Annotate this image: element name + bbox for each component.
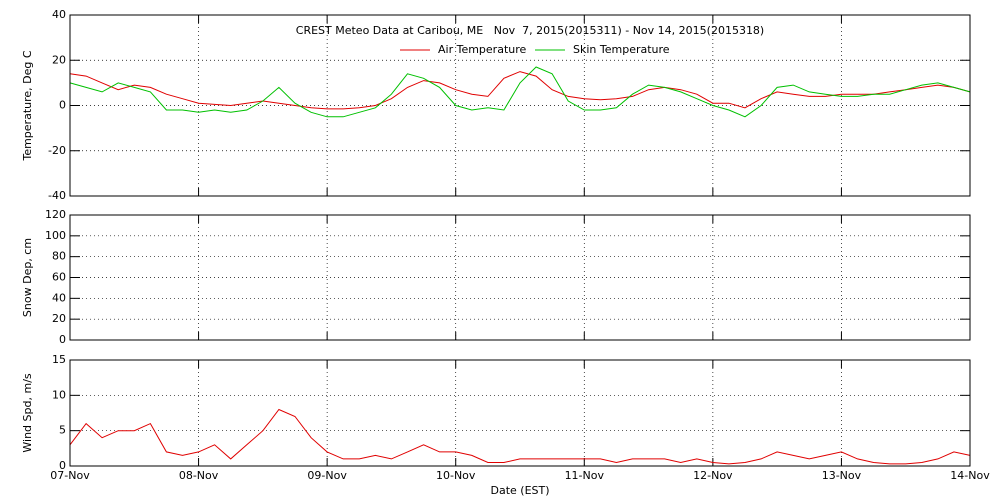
x-tick-label: 11-Nov [565,469,605,482]
x-tick-label: 07-Nov [50,469,90,482]
y-tick-label: 5 [59,424,66,437]
plot-frame [69,214,971,341]
x-tick-label: 08-Nov [179,469,219,482]
y-tick-label: 20 [52,53,66,66]
x-tick-label: 14-Nov [950,469,990,482]
x-tick-label: 13-Nov [822,469,862,482]
y-tick-label: -40 [48,189,66,202]
plot-frame [69,14,971,197]
legend-label: Skin Temperature [573,43,670,56]
y-tick-label: 40 [52,291,66,304]
y-tick-label: 120 [45,208,66,221]
y-axis-label: Wind Spd, m/s [21,373,34,453]
chart-title: CREST Meteo Data at Caribou, ME Nov 7, 2… [296,24,764,37]
y-tick-label: 0 [59,333,66,346]
x-tick-label: 12-Nov [693,469,733,482]
y-tick-label: 100 [45,229,66,242]
legend-label: Air Temperature [438,43,527,56]
plot-frame [69,359,971,467]
series-line [69,408,971,465]
x-axis-label: Date (EST) [490,484,549,497]
y-tick-label: 20 [52,312,66,325]
y-tick-label: 0 [59,459,66,472]
y-tick-label: 10 [52,388,66,401]
y-axis-label: Snow Dep, cm [21,238,34,317]
y-tick-label: 80 [52,250,66,263]
x-tick-label: 09-Nov [307,469,347,482]
y-tick-label: 60 [52,271,66,284]
series-line [69,66,971,118]
series-line [69,71,971,110]
y-tick-label: 0 [59,99,66,112]
y-tick-label: -20 [48,144,66,157]
x-tick-label: 10-Nov [436,469,476,482]
y-tick-label: 15 [52,353,66,366]
y-axis-label: Temperature, Deg C [21,50,34,161]
y-tick-label: 40 [52,8,66,21]
